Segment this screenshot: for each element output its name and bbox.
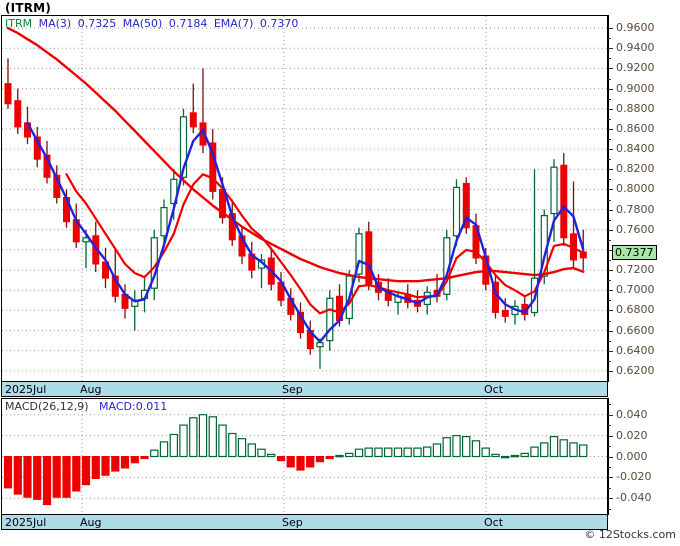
date-axis-label: Aug <box>80 516 102 529</box>
price-axis-tick <box>608 350 613 352</box>
macd-axis-label: 0.020 <box>616 428 648 442</box>
price-axis-tick <box>608 330 613 332</box>
price-axis-tick <box>608 169 613 171</box>
macd-axis-minor-tick <box>608 467 611 468</box>
legend-ma3-label: MA(3) <box>38 17 72 30</box>
macd-axis-label: -0.020 <box>616 470 652 484</box>
date-axis-label: Sep <box>282 516 303 529</box>
macd-chart-panel <box>1 398 608 515</box>
price-axis-label: 0.6800 <box>616 303 655 317</box>
price-axis-minor-tick <box>608 340 611 342</box>
macd-y-axis: 0.040 0.020 0.000 -0.020 -0.040 <box>608 398 680 515</box>
macd-axis-label: -0.040 <box>616 491 652 505</box>
price-axis-label: 0.8600 <box>616 121 655 135</box>
price-axis-tick <box>608 128 613 130</box>
date-axis-label: 2025Jul <box>5 383 47 396</box>
macd-axis-minor-tick <box>608 446 611 447</box>
legend-symbol: ITRM <box>5 17 33 30</box>
price-axis-minor-tick <box>608 320 611 322</box>
current-price-tag: 0.7377 <box>612 245 657 261</box>
macd-date-axis: 2025Jul Aug Sep Oct <box>1 515 608 530</box>
date-axis-label: Oct <box>484 383 504 396</box>
price-axis-minor-tick <box>608 219 611 221</box>
price-axis-tick <box>608 28 613 30</box>
macd-legend: MACD(26,12,9) MACD:0.011 <box>5 400 167 413</box>
price-axis-tick <box>608 209 613 211</box>
price-axis-tick <box>608 249 613 251</box>
price-axis-minor-tick <box>608 98 611 100</box>
date-axis-label: 2025Jul <box>5 516 47 529</box>
price-axis-minor-tick <box>608 260 611 261</box>
legend-ma50-value: 0.7184 <box>168 17 208 30</box>
legend-ma50-label: MA(50) <box>122 17 163 30</box>
price-axis-tick <box>608 48 613 50</box>
macd-axis-minor-tick <box>608 508 611 510</box>
date-axis-label: Oct <box>484 516 504 529</box>
macd-params-label: MACD(26,12,9) <box>5 400 89 413</box>
macd-axis-label: 0.040 <box>616 407 648 421</box>
macd-axis-tick <box>608 414 613 416</box>
macd-axis-minor-tick <box>608 425 611 427</box>
price-axis-label: 0.9000 <box>616 81 655 95</box>
price-axis-minor-tick <box>608 58 611 60</box>
price-axis-label: 0.7800 <box>616 202 655 216</box>
copyright-credit: © 12Stocks.com <box>584 528 676 541</box>
price-axis-tick <box>608 310 613 312</box>
macd-axis-label: 0.000 <box>616 449 648 463</box>
date-axis-label: Sep <box>282 383 303 396</box>
price-axis-tick <box>608 270 613 272</box>
page-title: (ITRM) <box>5 1 52 15</box>
price-axis-tick <box>608 149 613 151</box>
price-axis-minor-tick <box>608 159 611 161</box>
price-axis-minor-tick <box>608 360 611 362</box>
macd-value-label: MACD:0.011 <box>99 400 168 413</box>
legend-ema7-value: 0.7370 <box>259 17 299 30</box>
price-axis-tick <box>608 290 613 292</box>
price-axis-minor-tick <box>608 199 611 201</box>
legend-ma3-value: 0.7325 <box>77 17 117 30</box>
macd-chart-canvas <box>2 399 607 514</box>
price-axis-minor-tick <box>608 179 611 181</box>
price-axis-tick <box>608 229 613 231</box>
price-axis-label: 0.8200 <box>616 162 655 176</box>
price-legend: ITRM MA(3) 0.7325 MA(50) 0.7184 EMA(7) 0… <box>5 17 301 30</box>
price-axis-tick <box>608 88 613 90</box>
price-axis-label: 0.9200 <box>616 61 655 75</box>
macd-axis-minor-tick <box>608 404 611 406</box>
price-axis-label: 0.6200 <box>616 363 655 377</box>
price-axis-minor-tick <box>608 118 611 120</box>
price-chart-canvas <box>2 16 607 381</box>
price-axis-label: 0.6400 <box>616 343 655 357</box>
price-axis-minor-tick <box>608 239 611 241</box>
price-date-axis: 2025Jul Aug Sep Oct <box>1 382 608 397</box>
macd-axis-minor-tick <box>608 487 611 489</box>
price-axis-tick <box>608 108 613 110</box>
price-y-axis: 0.9600 0.9400 0.9200 0.9000 0.8800 0.8600 0.84… <box>608 15 680 382</box>
price-axis-minor-tick <box>608 38 611 40</box>
macd-axis-tick <box>608 498 613 500</box>
price-axis-minor-tick <box>608 139 611 140</box>
price-axis-tick <box>608 68 613 70</box>
price-axis-label: 0.8800 <box>616 101 655 115</box>
price-axis-label: 0.9400 <box>616 41 655 55</box>
legend-ema7-label: EMA(7) <box>213 17 254 30</box>
macd-axis-tick <box>608 456 613 458</box>
price-axis-label: 0.6600 <box>616 323 655 337</box>
price-axis-tick <box>608 189 613 191</box>
price-axis-minor-tick <box>608 300 611 302</box>
price-axis-label: 0.7000 <box>616 283 655 297</box>
price-axis-label: 0.8400 <box>616 142 655 156</box>
price-axis-tick <box>608 370 613 372</box>
macd-axis-tick <box>608 435 613 437</box>
price-axis-label: 0.7600 <box>616 222 655 236</box>
price-axis-label: 0.9600 <box>616 21 655 35</box>
price-axis-minor-tick <box>608 78 611 80</box>
macd-axis-tick <box>608 477 613 479</box>
price-axis-label: 0.7200 <box>616 263 655 277</box>
price-axis-label: 0.8000 <box>616 182 655 196</box>
date-axis-label: Aug <box>80 383 102 396</box>
price-chart-panel <box>1 15 608 382</box>
price-axis-line <box>608 15 609 382</box>
price-axis-minor-tick <box>608 280 611 282</box>
